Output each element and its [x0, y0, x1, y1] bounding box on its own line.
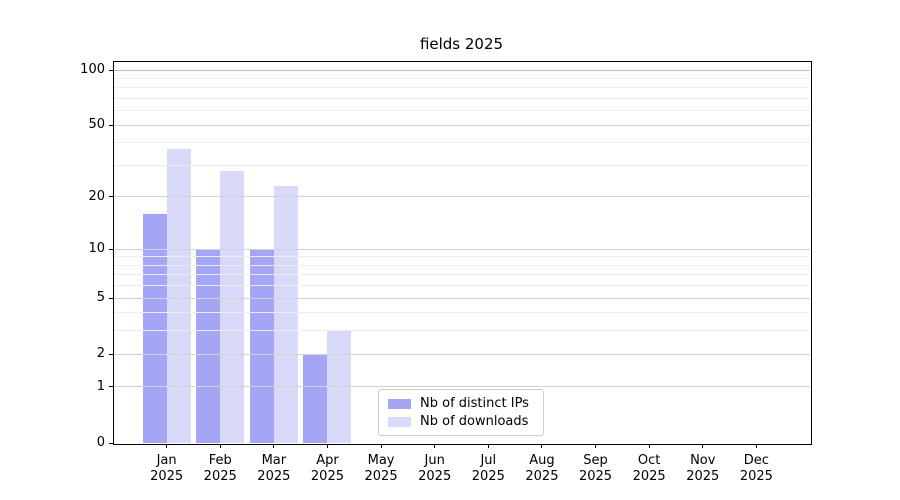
x-tick-month-oct: Oct [637, 453, 661, 468]
legend: Nb of distinct IPs Nb of downloads [378, 389, 544, 436]
gridline-2 [114, 353, 810, 355]
x-tick-nov [702, 444, 704, 448]
x-tick-month-jan: Jan [156, 453, 177, 468]
gridline-70 [114, 98, 810, 100]
x-tick-oct [648, 444, 650, 448]
x-tick-label-apr: Apr 2025 [299, 453, 355, 485]
y-tick-5 [109, 297, 113, 299]
y-tick-10 [109, 248, 113, 250]
y-tick-label-0: 0 [96, 435, 105, 450]
x-tick-year-may: 2025 [364, 469, 398, 484]
gridline-60 [114, 110, 810, 112]
x-tick-month-nov: Nov [690, 453, 716, 468]
y-tick-label-100: 100 [80, 62, 105, 78]
x-tick-label-jan: Jan 2025 [139, 453, 195, 485]
x-tick-label-dec: Dec 2025 [728, 453, 784, 485]
x-tick-year-jun: 2025 [418, 469, 452, 484]
legend-label-distinct-ips: Nb of distinct IPs [420, 396, 529, 411]
y-tick-100 [109, 69, 113, 71]
y-tick-label-2: 2 [96, 346, 105, 362]
x-tick-label-jul: Jul 2025 [460, 453, 516, 485]
x-tick-mar [273, 444, 275, 448]
legend-label-downloads: Nb of downloads [420, 414, 529, 429]
y-tick-label-20: 20 [88, 188, 105, 204]
gridline-5 [114, 297, 810, 299]
bar-nb-of-downloads-mar [273, 186, 298, 443]
x-tick-aug [541, 444, 543, 448]
x-tick-may [380, 444, 382, 448]
y-tick-20 [109, 196, 113, 198]
bar-nb-of-distinct-ips-feb [196, 249, 221, 443]
x-tick-month-mar: Mar [261, 453, 287, 468]
x-tick-jan [166, 444, 168, 448]
x-tick-sep [595, 444, 597, 448]
x-tick-year-jul: 2025 [471, 469, 505, 484]
y-tick-1 [109, 386, 113, 388]
legend-swatch-distinct-ips-icon [388, 398, 411, 409]
x-tick-month-sep: Sep [583, 453, 608, 468]
chart-title: fields 2025 [419, 35, 504, 53]
y-tick-label-1: 1 [96, 378, 105, 394]
y-tick-2 [109, 353, 113, 355]
x-tick-jun [434, 444, 436, 448]
x-tick-label-sep: Sep 2025 [568, 453, 624, 485]
y-tick-label-50: 50 [88, 117, 105, 133]
gridline-20 [114, 196, 810, 198]
gridline-40 [114, 142, 810, 144]
x-tick-year-mar: 2025 [257, 469, 291, 484]
x-tick-label-feb: Feb 2025 [192, 453, 248, 485]
x-tick-year-dec: 2025 [739, 469, 773, 484]
bar-nb-of-downloads-jan [166, 149, 191, 443]
gridline-10 [114, 248, 810, 250]
x-tick-year-apr: 2025 [310, 469, 344, 484]
gridline-7 [114, 274, 810, 276]
legend-entry-downloads: Nb of downloads [388, 414, 534, 429]
x-tick-month-feb: Feb [208, 453, 232, 468]
x-tick-month-jul: Jul [480, 453, 497, 468]
legend-entry-distinct-ips: Nb of distinct IPs [388, 396, 534, 411]
y-tick-0 [109, 442, 113, 444]
x-tick-label-mar: Mar 2025 [246, 453, 302, 485]
x-tick-jul [487, 444, 489, 448]
x-tick-year-oct: 2025 [632, 469, 666, 484]
gridline-50 [114, 124, 810, 126]
bar-nb-of-distinct-ips-mar [249, 249, 274, 443]
x-tick-month-apr: Apr [316, 453, 339, 468]
x-tick-year-aug: 2025 [525, 469, 559, 484]
x-tick-year-jan: 2025 [150, 469, 184, 484]
x-tick-label-oct: Oct 2025 [621, 453, 677, 485]
x-tick-dec [755, 444, 757, 448]
x-tick-month-dec: Dec [743, 453, 769, 468]
gridline-3 [114, 330, 810, 332]
x-tick-label-nov: Nov 2025 [675, 453, 731, 485]
gridline-80 [114, 87, 810, 89]
bar-nb-of-distinct-ips-jan [142, 214, 167, 443]
legend-swatch-downloads-icon [388, 416, 411, 427]
y-tick-label-5: 5 [96, 290, 105, 306]
x-tick-apr [326, 444, 328, 448]
x-tick-feb [219, 444, 221, 448]
gridline-1 [114, 386, 810, 388]
gridline-4 [114, 312, 810, 314]
gridline-30 [114, 165, 810, 166]
x-tick-label-may: May 2025 [353, 453, 409, 485]
y-tick-label-10: 10 [88, 241, 105, 257]
gridline-9 [114, 256, 810, 258]
bar-nb-of-downloads-feb [220, 170, 245, 443]
x-tick-year-feb: 2025 [203, 469, 237, 484]
gridline-100 [114, 69, 810, 71]
x-tick-label-jun: Jun 2025 [407, 453, 463, 485]
bar-nb-of-distinct-ips-apr [303, 354, 328, 443]
x-tick-label-aug: Aug 2025 [514, 453, 570, 485]
x-tick-month-aug: Aug [529, 453, 555, 468]
gridline-8 [114, 264, 810, 266]
y-tick-50 [109, 124, 113, 126]
x-tick-year-nov: 2025 [686, 469, 720, 484]
x-tick-month-jun: Jun [424, 453, 445, 468]
gridline-90 [114, 77, 810, 79]
x-tick-year-sep: 2025 [578, 469, 613, 484]
gridline-6 [114, 285, 810, 287]
x-tick-month-may: May [367, 453, 395, 468]
